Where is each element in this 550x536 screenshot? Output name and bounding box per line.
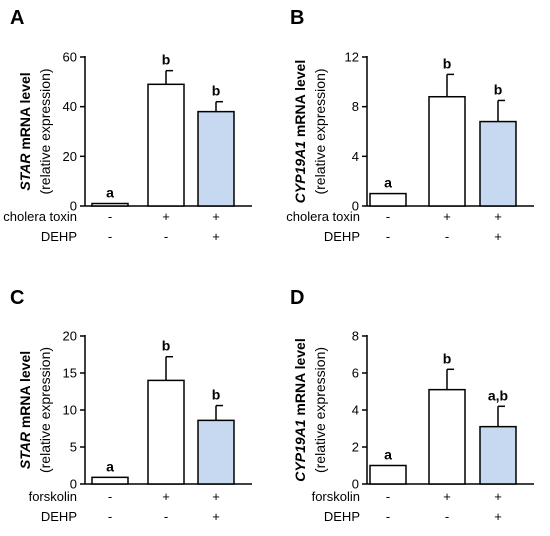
y-tick-label: 10 bbox=[63, 403, 77, 418]
condition-mark: - bbox=[386, 509, 390, 524]
y-tick-label: 0 bbox=[352, 199, 359, 214]
condition-mark: + bbox=[212, 509, 220, 524]
y-axis-sublabel: (relative expression) bbox=[312, 347, 328, 473]
panel-b: B CYP19A1 mRNA level (relative expression)… bbox=[286, 7, 534, 244]
condition-label: forskolin bbox=[29, 489, 77, 504]
panel-a: A STAR mRNA level (relative expression) 0 20… bbox=[3, 7, 252, 244]
bar bbox=[428, 95, 466, 207]
y-tick-label: 20 bbox=[63, 149, 77, 164]
condition-mark: + bbox=[443, 209, 451, 224]
condition-mark: - bbox=[108, 209, 112, 224]
significance-letter: a,b bbox=[488, 387, 508, 403]
y-tick-label: 8 bbox=[352, 99, 359, 114]
condition-mark: - bbox=[108, 509, 112, 524]
y-axis-label-main: mRNA level bbox=[292, 60, 308, 141]
y-axis-label: STAR mRNA level bbox=[17, 351, 33, 469]
y-tick-label: 15 bbox=[63, 366, 77, 381]
significance-letter: b bbox=[443, 350, 452, 366]
condition-label: DEHP bbox=[41, 509, 77, 524]
condition-mark: + bbox=[494, 489, 502, 504]
y-axis-label-main: mRNA level bbox=[17, 72, 33, 153]
y-tick-label: 60 bbox=[63, 50, 77, 65]
significance-letter: b bbox=[162, 338, 171, 354]
y-tick-label: 8 bbox=[352, 329, 359, 344]
condition-mark: + bbox=[494, 509, 502, 524]
significance-letter: a bbox=[106, 458, 114, 474]
condition-mark: + bbox=[494, 229, 502, 244]
condition-mark: - bbox=[445, 229, 449, 244]
y-tick-label: 4 bbox=[352, 403, 359, 418]
y-axis-label-main: mRNA level bbox=[292, 338, 308, 419]
y-axis-label: CYP19A1 mRNA level bbox=[292, 60, 308, 203]
y-axis-label-gene: CYP19A1 bbox=[292, 419, 308, 481]
condition-mark: - bbox=[108, 489, 112, 504]
y-axis-sublabel: (relative expression) bbox=[37, 347, 53, 473]
condition-mark: - bbox=[386, 229, 390, 244]
condition-mark: + bbox=[212, 209, 220, 224]
condition-label: DEHP bbox=[41, 229, 77, 244]
condition-mark: - bbox=[164, 229, 168, 244]
significance-letter: a bbox=[106, 185, 114, 201]
bar bbox=[197, 419, 235, 485]
y-axis-label-gene: STAR bbox=[17, 153, 33, 191]
condition-label: DEHP bbox=[324, 509, 360, 524]
condition-mark: - bbox=[164, 509, 168, 524]
bar bbox=[428, 388, 466, 485]
condition-mark: - bbox=[386, 489, 390, 504]
bar bbox=[147, 83, 185, 207]
y-axis-label-gene: CYP19A1 bbox=[292, 141, 308, 203]
significance-letter: b bbox=[212, 387, 221, 403]
condition-mark: + bbox=[443, 489, 451, 504]
y-tick-label: 2 bbox=[352, 440, 359, 455]
panel-letter: A bbox=[10, 7, 24, 29]
condition-mark: + bbox=[162, 489, 170, 504]
y-axis-sublabel: (relative expression) bbox=[37, 68, 53, 194]
y-tick-label: 0 bbox=[70, 199, 77, 214]
condition-mark: - bbox=[445, 509, 449, 524]
significance-letter: a bbox=[384, 447, 392, 463]
significance-letter: b bbox=[443, 55, 452, 71]
y-tick-label: 12 bbox=[345, 50, 359, 65]
y-axis-label: STAR mRNA level bbox=[17, 72, 33, 190]
condition-label: forskolin bbox=[312, 489, 360, 504]
y-axis-label-gene: STAR bbox=[17, 431, 33, 469]
condition-mark: + bbox=[162, 209, 170, 224]
bar bbox=[479, 120, 517, 207]
condition-mark: - bbox=[108, 229, 112, 244]
y-tick-label: 6 bbox=[352, 366, 359, 381]
bar bbox=[197, 110, 235, 207]
bar bbox=[91, 202, 129, 207]
condition-mark: - bbox=[386, 209, 390, 224]
condition-mark: + bbox=[494, 209, 502, 224]
y-tick-label: 5 bbox=[70, 440, 77, 455]
panel-letter: B bbox=[290, 7, 304, 29]
bar bbox=[91, 476, 129, 485]
condition-label: cholera toxin bbox=[286, 209, 360, 224]
panel-d: D CYP19A1 mRNA level (relative expression)… bbox=[290, 287, 534, 524]
significance-letter: b bbox=[494, 81, 503, 97]
condition-label: cholera toxin bbox=[3, 209, 77, 224]
significance-letter: b bbox=[162, 52, 171, 68]
y-axis-label-main: mRNA level bbox=[17, 351, 33, 432]
significance-letter: a bbox=[384, 175, 392, 191]
bar bbox=[369, 464, 407, 485]
condition-mark: + bbox=[212, 229, 220, 244]
y-tick-label: 4 bbox=[352, 149, 359, 164]
panel-letter: C bbox=[10, 287, 24, 309]
panel-c: C STAR mRNA level (relative expression) 0 5 1… bbox=[10, 287, 252, 524]
y-tick-label: 0 bbox=[70, 477, 77, 492]
bar bbox=[369, 192, 407, 207]
condition-label: DEHP bbox=[324, 229, 360, 244]
panel-letter: D bbox=[290, 287, 304, 309]
y-tick-label: 40 bbox=[63, 99, 77, 114]
y-tick-label: 20 bbox=[63, 329, 77, 344]
y-axis-sublabel: (relative expression) bbox=[312, 68, 328, 194]
y-axis-label: CYP19A1 mRNA level bbox=[292, 338, 308, 481]
bar bbox=[147, 379, 185, 485]
bar bbox=[479, 425, 517, 485]
significance-letter: b bbox=[212, 83, 221, 99]
condition-mark: + bbox=[212, 489, 220, 504]
y-tick-label: 0 bbox=[352, 477, 359, 492]
